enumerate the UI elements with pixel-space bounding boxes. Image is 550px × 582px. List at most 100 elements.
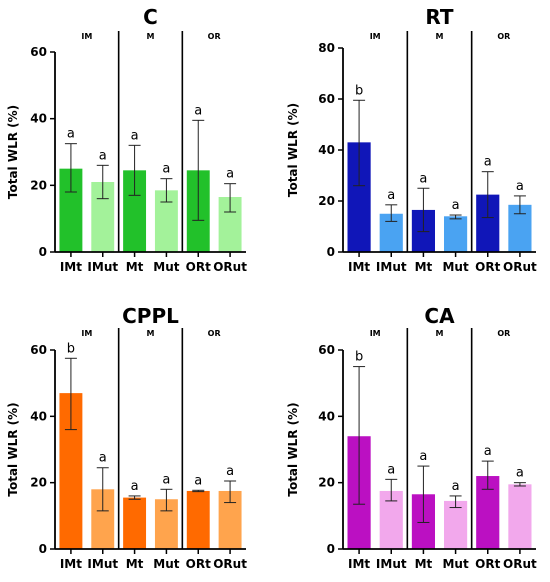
bar-ORt bbox=[186, 490, 210, 549]
bar-IMt bbox=[347, 142, 371, 252]
significance-letter: a bbox=[516, 179, 524, 194]
bar-IMut bbox=[379, 213, 403, 252]
x-tick-label: Mt bbox=[126, 557, 144, 571]
significance-letter: a bbox=[99, 451, 107, 466]
significance-letter: a bbox=[484, 444, 492, 459]
significance-letter: a bbox=[67, 127, 75, 142]
bar-Mut bbox=[444, 216, 468, 252]
y-tick-label: 20 bbox=[30, 178, 47, 192]
significance-letter: a bbox=[99, 148, 107, 163]
x-tick-label: IMut bbox=[376, 557, 407, 571]
x-tick-label: Mut bbox=[153, 557, 179, 571]
y-tick-label: 80 bbox=[318, 41, 335, 55]
x-tick-label: IMut bbox=[87, 260, 118, 274]
bar-ORut bbox=[218, 197, 242, 252]
chart-panel-2: RT IM M OR b IMt a IMut a Mt a Mut a ORt a ORut 0 20 40 60 8… bbox=[286, 5, 537, 274]
group-label: M bbox=[147, 329, 155, 338]
y-tick-label: 0 bbox=[327, 542, 335, 556]
y-tick-label: 60 bbox=[318, 92, 335, 106]
y-tick-label: 0 bbox=[39, 542, 47, 556]
significance-letter: a bbox=[226, 464, 234, 479]
y-tick-label: 60 bbox=[30, 45, 47, 59]
significance-letter: a bbox=[452, 479, 460, 494]
chart-title: C bbox=[143, 5, 158, 29]
x-tick-label: ORut bbox=[503, 260, 537, 274]
x-tick-label: Mt bbox=[415, 260, 433, 274]
y-tick-label: 40 bbox=[30, 112, 47, 126]
bar-ORt bbox=[476, 476, 500, 549]
chart-panel-3: CPPL IM M OR b IMt a IMut a Mt a Mut a ORt a ORut 0 20 40 6… bbox=[6, 304, 247, 571]
bar-ORt bbox=[476, 194, 500, 252]
x-tick-label: IMt bbox=[60, 557, 82, 571]
bar-IMut bbox=[91, 182, 115, 252]
significance-letter: a bbox=[162, 472, 170, 487]
x-tick-label: Mt bbox=[415, 557, 433, 571]
group-label: M bbox=[147, 32, 155, 41]
significance-letter: b bbox=[355, 350, 363, 365]
bar-Mut bbox=[444, 500, 468, 549]
significance-letter: a bbox=[194, 103, 202, 118]
significance-letter: a bbox=[226, 167, 234, 182]
y-tick-label: 0 bbox=[327, 245, 335, 259]
x-tick-label: ORt bbox=[186, 557, 211, 571]
significance-letter: a bbox=[131, 479, 139, 494]
significance-letter: a bbox=[516, 466, 524, 481]
significance-letter: b bbox=[67, 341, 75, 356]
x-tick-label: Mut bbox=[442, 557, 468, 571]
bar-Mut bbox=[154, 190, 178, 252]
significance-letter: a bbox=[419, 171, 427, 186]
group-label: OR bbox=[208, 329, 221, 338]
significance-letter: a bbox=[387, 188, 395, 203]
x-tick-label: IMt bbox=[348, 260, 370, 274]
y-axis-label: Total WLR (%) bbox=[6, 105, 20, 199]
bar-ORut bbox=[508, 204, 532, 252]
bar-IMt bbox=[59, 168, 83, 252]
x-tick-label: IMut bbox=[87, 557, 118, 571]
x-tick-label: ORut bbox=[213, 557, 247, 571]
bar-ORut bbox=[508, 484, 532, 549]
x-tick-label: ORt bbox=[475, 260, 500, 274]
significance-letter: b bbox=[355, 83, 363, 98]
chart-title: CA bbox=[424, 304, 455, 328]
bar-IMut bbox=[379, 490, 403, 549]
x-tick-label: ORt bbox=[186, 260, 211, 274]
y-tick-label: 40 bbox=[30, 409, 47, 423]
x-tick-label: IMt bbox=[60, 260, 82, 274]
significance-letter: a bbox=[387, 462, 395, 477]
chart-panel-4: CA IM M OR b IMt a IMut a Mt a Mut a ORt a ORut 0 20 40 60 T… bbox=[286, 304, 537, 571]
y-tick-label: 40 bbox=[318, 409, 335, 423]
x-tick-label: Mut bbox=[442, 260, 468, 274]
y-tick-label: 60 bbox=[318, 343, 335, 357]
chart-panel-1: C IM M OR a IMt a IMut a Mt a Mut a ORt a ORut 0 20 40 60 To… bbox=[6, 5, 247, 274]
group-label: IM bbox=[81, 329, 92, 338]
y-tick-label: 60 bbox=[30, 343, 47, 357]
group-label: IM bbox=[370, 32, 381, 41]
bar-Mut bbox=[154, 499, 178, 549]
y-tick-label: 20 bbox=[318, 476, 335, 490]
significance-letter: a bbox=[131, 128, 139, 143]
group-label: IM bbox=[370, 329, 381, 338]
group-label: OR bbox=[208, 32, 221, 41]
bar-IMut bbox=[91, 489, 115, 549]
bar-ORut bbox=[218, 490, 242, 549]
y-tick-label: 0 bbox=[39, 245, 47, 259]
y-tick-label: 40 bbox=[318, 143, 335, 157]
group-label: M bbox=[436, 32, 444, 41]
y-axis-label: Total WLR (%) bbox=[286, 402, 300, 496]
bar-Mt bbox=[123, 170, 147, 252]
x-tick-label: Mt bbox=[126, 260, 144, 274]
y-tick-label: 20 bbox=[30, 476, 47, 490]
x-tick-label: ORut bbox=[503, 557, 537, 571]
significance-letter: a bbox=[484, 155, 492, 170]
bar-Mt bbox=[123, 497, 147, 549]
significance-letter: a bbox=[452, 198, 460, 213]
chart-title: RT bbox=[425, 5, 454, 29]
group-label: OR bbox=[497, 329, 510, 338]
y-axis-label: Total WLR (%) bbox=[6, 402, 20, 496]
group-label: M bbox=[436, 329, 444, 338]
group-label: IM bbox=[81, 32, 92, 41]
y-tick-label: 20 bbox=[318, 194, 335, 208]
bar-IMt bbox=[59, 393, 83, 549]
x-tick-label: Mut bbox=[153, 260, 179, 274]
